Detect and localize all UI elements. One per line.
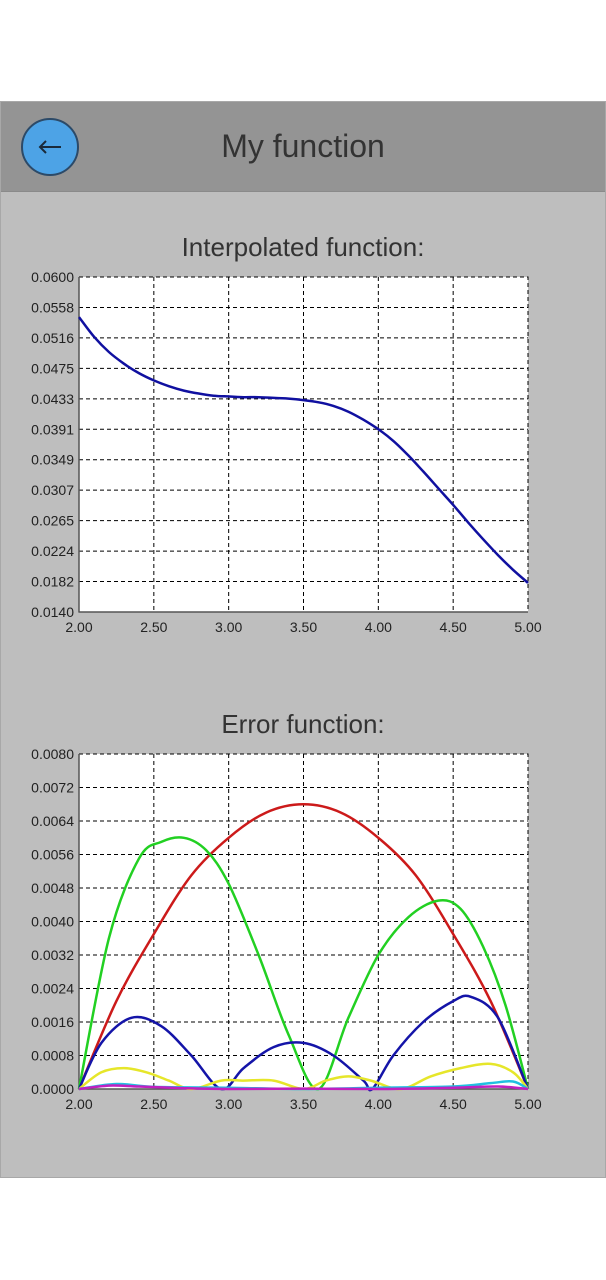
y-tick-label: 0.0265 [31, 513, 74, 529]
x-tick-label: 2.50 [140, 619, 167, 635]
y-tick-label: 0.0024 [31, 981, 74, 997]
series-line-1 [77, 836, 530, 1091]
y-tick-label: 0.0032 [31, 947, 74, 963]
x-tick-label: 3.50 [290, 1096, 317, 1112]
x-tick-label: 5.00 [514, 1096, 541, 1112]
y-tick-label: 0.0349 [31, 452, 74, 468]
series-line-0 [77, 803, 530, 1090]
y-tick-label: 0.0008 [31, 1048, 74, 1064]
series-line-5 [78, 1084, 529, 1091]
y-tick-label: 0.0000 [31, 1081, 74, 1097]
y-tick-label: 0.0072 [31, 780, 74, 796]
y-tick-label: 0.0516 [31, 330, 74, 346]
x-tick-label: 2.00 [65, 1096, 92, 1112]
y-tick-label: 0.0475 [31, 360, 74, 376]
x-tick-label: 5.00 [514, 619, 541, 635]
x-tick-label: 4.50 [440, 619, 467, 635]
y-tick-label: 0.0056 [31, 847, 74, 863]
y-tick-label: 0.0433 [31, 391, 74, 407]
x-tick-label: 2.50 [140, 1096, 167, 1112]
plot-area [79, 277, 528, 612]
y-tick-label: 0.0224 [31, 543, 74, 559]
y-tick-label: 0.0182 [31, 574, 74, 590]
x-tick-label: 2.00 [65, 619, 92, 635]
x-tick-label: 3.00 [215, 1096, 242, 1112]
interpolated-chart: 2.00 2.50 3.00 3.50 4.00 4.50 5.00 0.0140 0.0182… [31, 269, 542, 635]
toolbar: My function [1, 102, 605, 192]
x-tick-label: 4.50 [440, 1096, 467, 1112]
y-tick-label: 0.0600 [31, 269, 74, 285]
series-line-2 [77, 994, 530, 1092]
x-tick-label: 3.50 [290, 619, 317, 635]
page-title: My function [221, 128, 385, 164]
x-tick-label: 3.00 [215, 619, 242, 635]
y-tick-label: 0.0040 [31, 914, 74, 930]
chart-title-error: Error function: [221, 709, 385, 739]
y-tick-label: 0.0307 [31, 482, 74, 498]
back-button[interactable] [21, 118, 79, 176]
x-tick-label: 4.00 [365, 619, 392, 635]
series-line-0 [78, 316, 529, 584]
chart-title-interpolated: Interpolated function: [181, 232, 425, 262]
y-tick-label: 0.0080 [31, 746, 74, 762]
y-tick-label: 0.0048 [31, 880, 74, 896]
y-tick-label: 0.0391 [31, 421, 74, 437]
error-chart: 2.00 2.50 3.00 3.50 4.00 4.50 5.00 0.0000 0.0008… [31, 746, 542, 1112]
y-tick-label: 0.0064 [31, 813, 74, 829]
y-tick-label: 0.0016 [31, 1014, 74, 1030]
y-tick-label: 0.0558 [31, 299, 74, 315]
x-tick-label: 4.00 [365, 1096, 392, 1112]
left-arrow-icon [38, 140, 61, 154]
y-tick-label: 0.0140 [31, 604, 74, 620]
app-window: My function Interpolated function: 2.00 2… [0, 101, 606, 1178]
